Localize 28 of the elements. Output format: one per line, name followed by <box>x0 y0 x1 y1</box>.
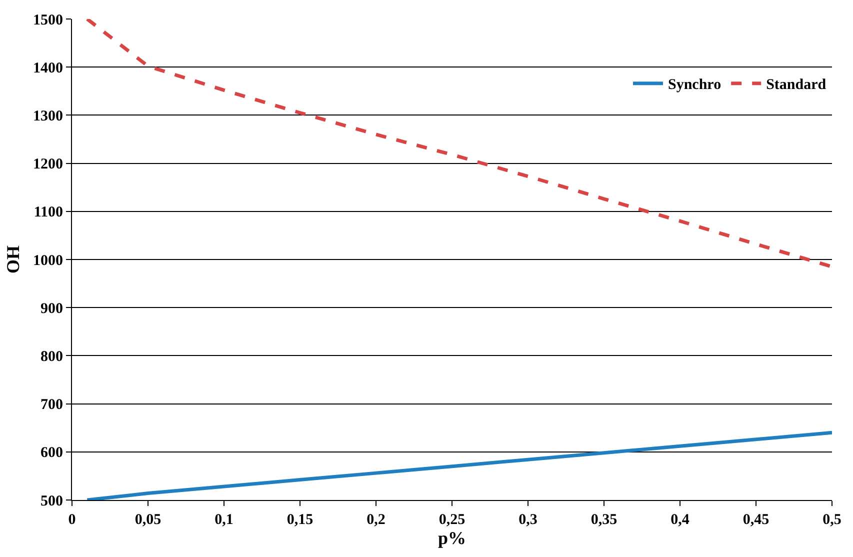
x-tick-label: 0,05 <box>134 512 162 528</box>
x-tick-label: 0,35 <box>590 512 618 528</box>
y-tick-label: 700 <box>40 397 63 414</box>
y-tick-label: 1200 <box>33 156 63 173</box>
y-tick-label: 600 <box>40 445 63 462</box>
line-series <box>85 430 832 500</box>
legend-label: Synchro <box>668 77 722 94</box>
legend-label: Standard <box>766 77 827 94</box>
x-tick-label: 0,25 <box>438 512 466 528</box>
y-tick-label: 1400 <box>33 60 63 76</box>
x-tick-label: 0,45 <box>742 512 770 528</box>
y-tick-label: 500 <box>40 493 63 510</box>
y-tick-label: 1300 <box>33 108 63 124</box>
y-axis-title: OH <box>3 245 24 274</box>
y-tick-label: 1500 <box>33 12 63 28</box>
x-tick-label: 0,5 <box>822 512 842 528</box>
y-tick-label: 900 <box>40 300 63 317</box>
x-tick-label: 0,2 <box>366 512 386 528</box>
y-tick-label: 800 <box>40 348 63 365</box>
y-tick-label: 1000 <box>33 252 63 269</box>
x-tick-label: 0,3 <box>518 512 538 528</box>
x-tick-label: 0,4 <box>670 512 690 528</box>
x-tick-label: 0,1 <box>214 512 234 528</box>
x-tick-label: 0 <box>68 512 76 528</box>
line-series <box>85 19 832 268</box>
x-axis-title: p% <box>438 528 466 548</box>
x-tick-label: 0,15 <box>286 512 314 528</box>
y-tick-label: 1100 <box>34 204 63 221</box>
